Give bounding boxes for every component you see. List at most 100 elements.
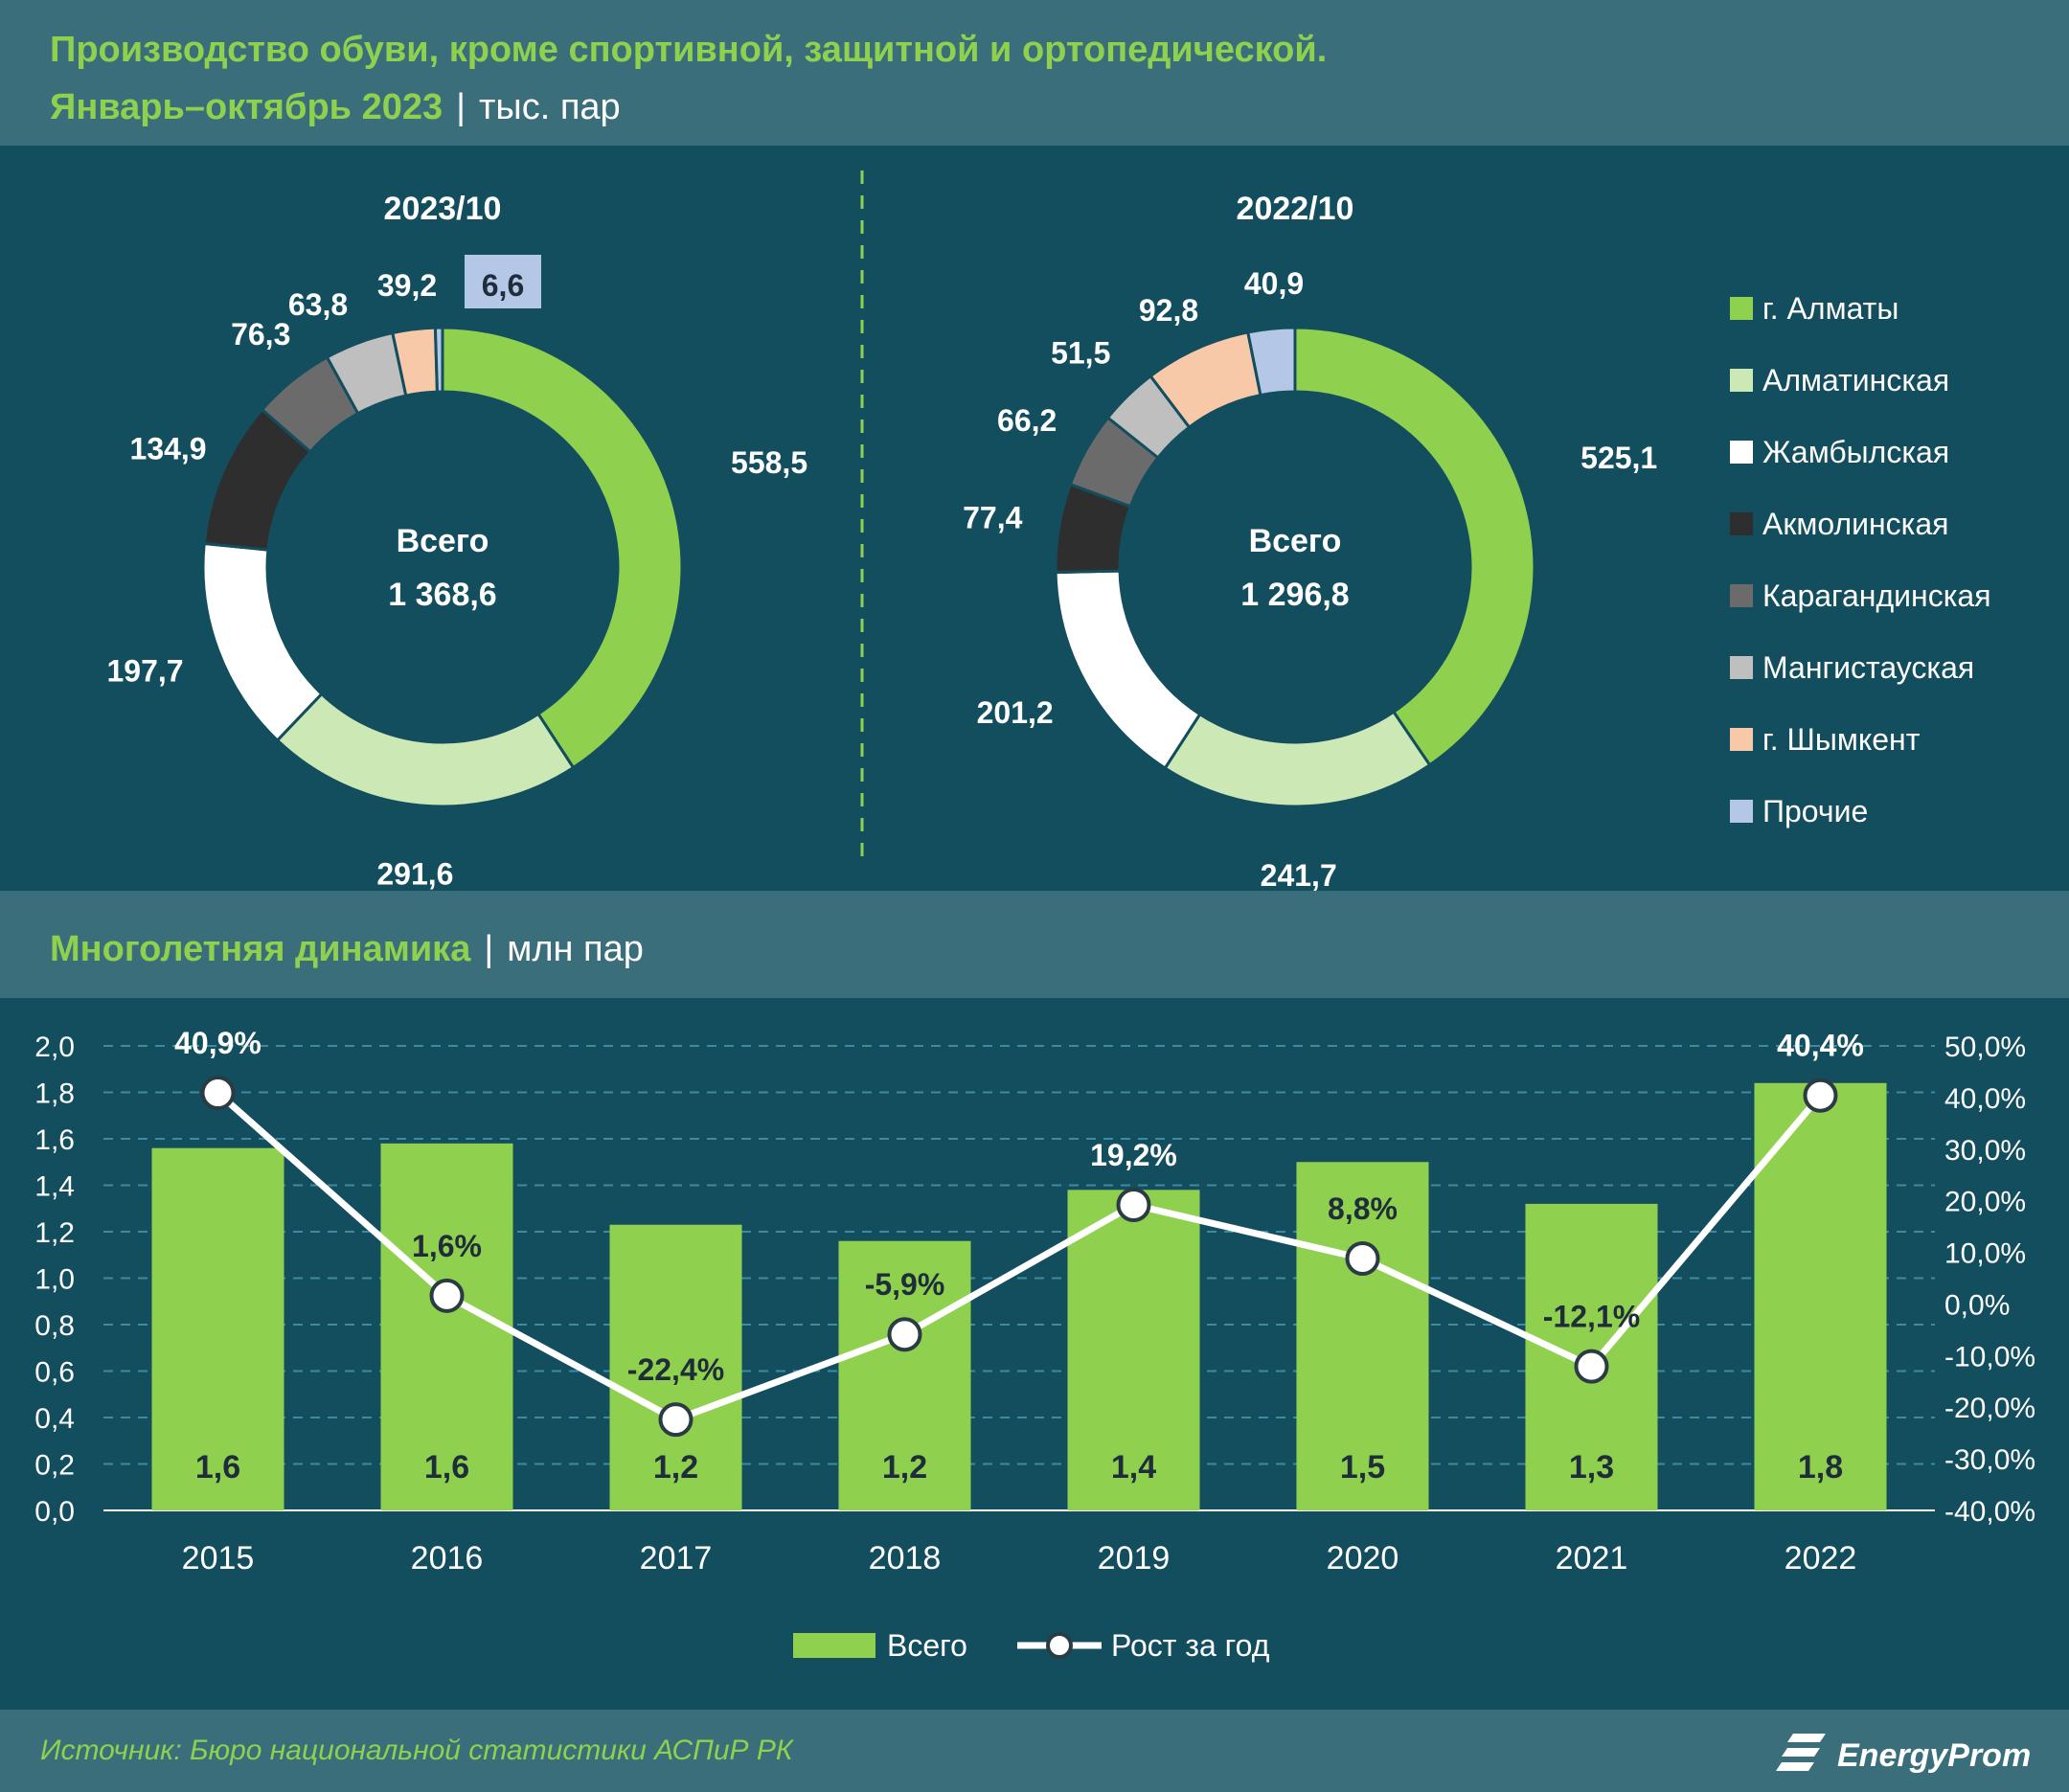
bar-label-2015: 1,6	[195, 1449, 240, 1486]
growth-label-2020: 8,8%	[1328, 1191, 1398, 1226]
donut-2023-title: 2023/10	[384, 191, 502, 227]
growth-point-2016	[429, 1278, 465, 1313]
slice-other	[1246, 326, 1297, 397]
dynamics-title-separator: |	[484, 929, 493, 969]
bar-label-2021: 1,3	[1569, 1449, 1614, 1486]
slice-zhambyl	[201, 541, 324, 743]
legend-item-almaty: г. Алматы	[1762, 291, 1898, 326]
slice-label-almaty: 525,1	[1580, 441, 1657, 475]
energyprom-logo-icon	[1776, 1734, 1826, 1771]
legend-marker-growth	[1046, 1632, 1073, 1659]
slice-label-almatinskaya: 241,7	[1261, 858, 1337, 893]
legend-swatch-shymkent	[1730, 728, 1753, 751]
y-tick-label: 1,0	[34, 1264, 75, 1296]
y2-tick-label: 50,0%	[1944, 1032, 2026, 1063]
donut-2022-title: 2022/10	[1237, 191, 1354, 227]
x-tick-label: 2019	[1098, 1540, 1171, 1577]
main-title-line2: Январь–октябрь 2023 | тыс. пар	[50, 87, 621, 127]
growth-label-2022: 40,4%	[1777, 1029, 1864, 1063]
legend-swatch-zhambyl	[1730, 441, 1753, 464]
slice-label-shymkent: 92,8	[1139, 293, 1198, 328]
slice-zhambyl	[1054, 569, 1202, 771]
y-tick-label: 0,8	[34, 1310, 75, 1342]
y2-tick-label: 30,0%	[1944, 1135, 2026, 1167]
slice-label-other: 6,6	[482, 268, 524, 303]
header-band	[0, 0, 2069, 146]
slice-label-zhambyl: 197,7	[107, 654, 184, 689]
donut-center-value: 1 368,6	[388, 577, 496, 613]
slice-label-akmola: 134,9	[130, 431, 207, 465]
y2-tick-label: -30,0%	[1944, 1444, 2035, 1476]
growth-label-2021: -12,1%	[1543, 1300, 1640, 1334]
x-tick-label: 2016	[411, 1540, 484, 1577]
slice-label-mangistau: 51,5	[1051, 336, 1110, 371]
legend-item-mangistau: Мангистауская	[1762, 650, 1974, 685]
legend-item-zhambyl: Жамбылская	[1762, 435, 1949, 469]
bar-label-2022: 1,8	[1798, 1449, 1843, 1486]
bar-2015	[151, 1147, 284, 1510]
y2-tick-label: -20,0%	[1944, 1393, 2035, 1424]
legend-swatch-other	[1730, 800, 1753, 823]
dynamics-chart: 0,0 0,2 0,4 0,6 0,8 1,0 1,2 1,4 1,6 1,8 2,0 -40,0% -…	[34, 1026, 2035, 1663]
slice-label-almatinskaya: 291,6	[376, 857, 453, 892]
y-tick-label: 0,0	[34, 1496, 75, 1528]
slice-almatinskaya	[1163, 710, 1432, 808]
bar-2016	[380, 1143, 513, 1510]
slice-other	[433, 326, 444, 394]
growth-label-2017: -22,4%	[627, 1352, 724, 1387]
growth-label-2016: 1,6%	[412, 1229, 482, 1263]
main-title-unit: тыс. пар	[479, 87, 621, 127]
legend-label-growth: Рост за год	[1111, 1628, 1270, 1663]
bar-label-2019: 1,4	[1111, 1449, 1156, 1486]
donut-legend: г. Алматы Алматинская Жамбылская Акмолинска…	[1730, 291, 1991, 828]
y-tick-label: 2,0	[34, 1032, 75, 1063]
legend-item-almatinskaya: Алматинская	[1762, 363, 1949, 397]
donut-center-label: Всего	[397, 523, 489, 559]
slice-almatinskaya	[275, 692, 576, 808]
bar-2018	[838, 1240, 971, 1510]
growth-point-2019	[1116, 1187, 1151, 1222]
footer-band	[0, 1710, 2069, 1792]
legend-swatch-mangistau	[1730, 656, 1753, 679]
growth-line	[216, 1090, 1824, 1423]
bar-2022	[1754, 1082, 1887, 1510]
x-tick-label: 2015	[182, 1540, 255, 1577]
bar-label-2017: 1,2	[653, 1449, 698, 1486]
y-tick-label: 0,2	[34, 1450, 75, 1482]
x-tick-label: 2017	[640, 1540, 713, 1577]
main-title-period: Январь–октябрь 2023	[50, 87, 443, 127]
growth-label-2019: 19,2%	[1090, 1138, 1177, 1172]
x-tick-label: 2021	[1556, 1540, 1628, 1577]
y2-tick-label: 20,0%	[1944, 1187, 2026, 1218]
x-tick-label: 2018	[869, 1540, 942, 1577]
source-text: Источник: Бюро национальной статистики А…	[40, 1735, 795, 1766]
slice-label-zhambyl: 201,2	[977, 695, 1054, 730]
bar-label-2020: 1,5	[1340, 1449, 1385, 1486]
legend-swatch-karaganda	[1730, 584, 1753, 607]
y-tick-label: 1,4	[34, 1171, 75, 1203]
legend-label-total: Всего	[887, 1628, 967, 1663]
x-tick-label: 2022	[1785, 1540, 1857, 1577]
legend-swatch-almatinskaya	[1730, 369, 1753, 392]
donut-center-label: Всего	[1249, 523, 1342, 559]
x-tick-label: 2020	[1327, 1540, 1399, 1577]
slice-label-other: 40,9	[1244, 266, 1304, 301]
logo-text: EnergyProm	[1837, 1737, 2031, 1774]
bar-label-2018: 1,2	[882, 1449, 927, 1486]
growth-label-2015: 40,9%	[174, 1026, 261, 1060]
y2-tick-label: -10,0%	[1944, 1341, 2035, 1372]
growth-label-2018: -5,9%	[865, 1267, 945, 1302]
y-tick-label: 0,6	[34, 1357, 75, 1389]
main-title-line1: Производство обуви, кроме спортивной, за…	[50, 30, 1327, 70]
y2-tick-label: 10,0%	[1944, 1238, 2026, 1270]
y2-tick-label: -40,0%	[1944, 1496, 2035, 1528]
legend-swatch-akmola	[1730, 512, 1753, 535]
growth-point-2017	[658, 1402, 693, 1438]
growth-point-2021	[1574, 1349, 1609, 1384]
legend-swatch-almaty	[1730, 297, 1753, 320]
y2-tick-label: 0,0%	[1944, 1289, 2010, 1321]
bar-label-2016: 1,6	[424, 1449, 469, 1486]
legend-item-akmola: Акмолинская	[1762, 507, 1948, 541]
label-box-other	[465, 255, 541, 308]
